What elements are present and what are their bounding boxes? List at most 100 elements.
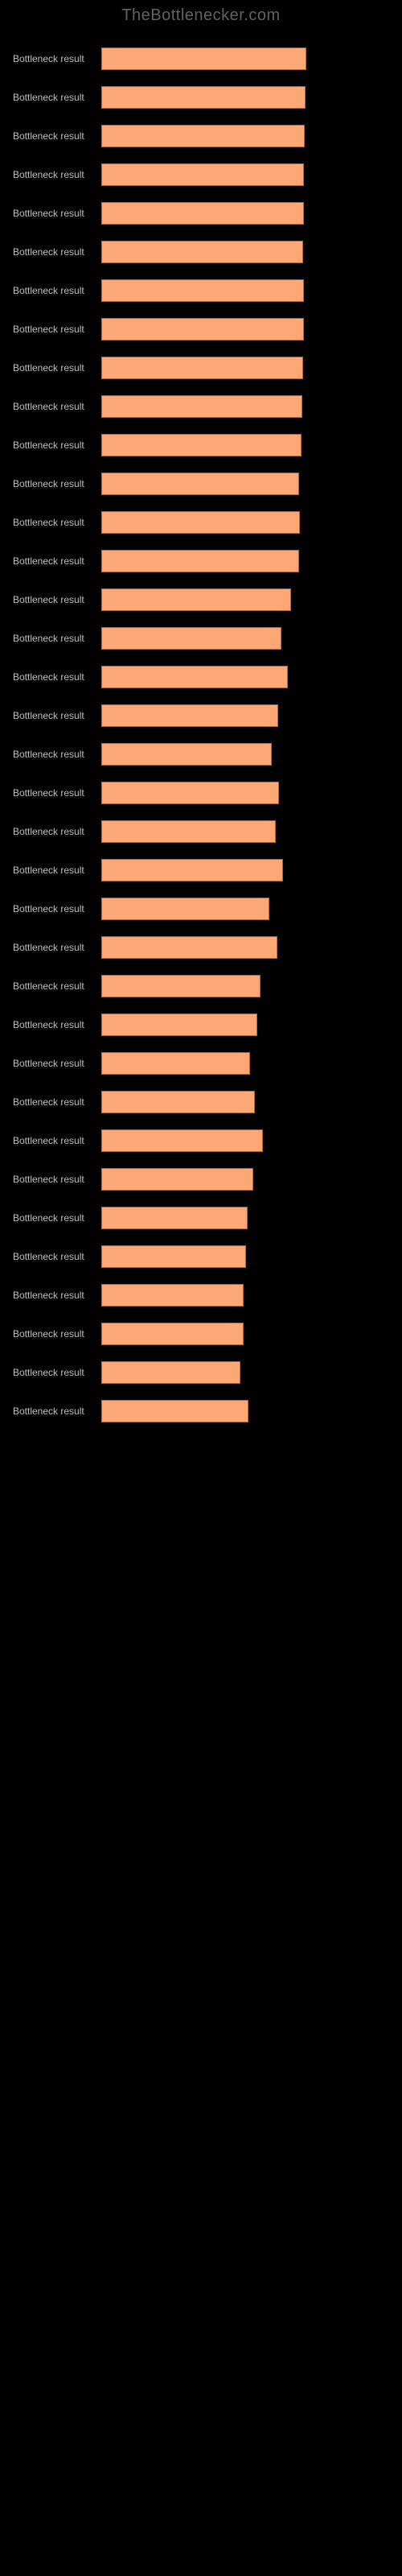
- bar-line: Bottleneck result50.3%: [0, 1245, 402, 1268]
- bar-line: Bottleneck result68.7%: [0, 473, 402, 495]
- chart-row: NVIDIA GeForce RTX 4090Bottleneck result…: [0, 35, 402, 70]
- row-item-label: AMD Radeon RX 7900 XTX: [0, 151, 402, 163]
- bar: [101, 1207, 248, 1229]
- bar-line: Bottleneck result 56.1%: [0, 1129, 402, 1152]
- bar-line: Bottleneck result49.5%: [0, 1323, 402, 1345]
- row-caption: Bottleneck result: [13, 903, 101, 914]
- row-caption: Bottleneck result: [13, 1135, 101, 1146]
- bar-line: Bottleneck result 58.5%: [0, 898, 402, 920]
- bar: [101, 86, 306, 109]
- row-caption: Bottleneck result: [13, 1019, 101, 1030]
- chart-row: NVIDIA GeForce RTX 2070 SUPERBottleneck …: [0, 1001, 402, 1036]
- row-caption: Bottleneck result: [13, 1212, 101, 1224]
- bar-line: Bottleneck result69.9%: [0, 395, 402, 418]
- bar-line: Bottleneck result65.9%: [0, 588, 402, 611]
- row-item-label: NVIDIA GeForce RTX 2070 SUPER: [0, 1001, 402, 1013]
- bar-track: 61.5%: [101, 704, 389, 727]
- row-item-label: NVIDIA GeForce RTX 2080 Ti: [0, 614, 402, 627]
- bar: [101, 1284, 244, 1307]
- bar-line: Bottleneck result61.7%: [0, 782, 402, 804]
- row-item-label: NVIDIA TITAN V: [0, 885, 402, 898]
- bar-track: 69%: [101, 511, 389, 534]
- row-caption: Bottleneck result: [13, 671, 101, 683]
- bar-track: 65.9%: [101, 588, 389, 611]
- bar-track: 70.3%: [101, 318, 389, 341]
- bar: [101, 550, 299, 572]
- row-item-label: NVIDIA GeForce RTX 3070 Ti: [0, 769, 402, 782]
- bar: [101, 1052, 250, 1075]
- row-item-label: AMD Radeon RX 6800: [0, 653, 402, 666]
- bar-line: Bottleneck result63.1%: [0, 859, 402, 881]
- bar-line: Bottleneck result49.5%: [0, 1284, 402, 1307]
- bar-line: Bottleneck result62.6%: [0, 627, 402, 650]
- bar-track: 70.4%: [101, 163, 389, 186]
- bar-track: 61.7%: [101, 782, 389, 804]
- bar-value: 69%: [305, 516, 327, 529]
- bar-line: Bottleneck result70.6%: [0, 125, 402, 147]
- row-item-label: NVIDIA RTX A6000: [0, 266, 402, 279]
- bar-line: Bottleneck result70%: [0, 241, 402, 263]
- bar-value: 71.1%: [311, 52, 343, 65]
- row-item-label: NVIDIA GeForce RTX 4080: [0, 112, 402, 125]
- row-item-label: AMD Radeon RX 6650 XT: [0, 1155, 402, 1168]
- bar-track: 51.2%: [101, 1400, 389, 1422]
- row-caption: Bottleneck result: [13, 53, 101, 64]
- row-caption: Bottleneck result: [13, 478, 101, 489]
- chart-row: NVIDIA GeForce RTX 2080Bottleneck result…: [0, 962, 402, 997]
- bar-value: 51.2%: [253, 1405, 285, 1418]
- bar-track: 59.1%: [101, 743, 389, 766]
- bar-track: 52.7%: [101, 1168, 389, 1191]
- bar-line: Bottleneck result68.6%: [0, 550, 402, 572]
- bar-line: Bottleneck result70.5%: [0, 202, 402, 225]
- bar-line: Bottleneck result55.2%: [0, 975, 402, 997]
- bar-value: 69.9%: [307, 400, 339, 413]
- bar-track: 60.5%: [101, 820, 389, 843]
- bar-value: 70.6%: [310, 130, 342, 142]
- bar-value: 58.5%: [274, 902, 306, 915]
- bar-track: 70.5%: [101, 202, 389, 225]
- row-item-label: NVIDIA GeForce RTX 3070: [0, 691, 402, 704]
- row-item-label: AMD Radeon RX 6600 XT: [0, 1271, 402, 1284]
- bar: [101, 241, 303, 263]
- bar-line: Bottleneck result 53.4%: [0, 1091, 402, 1113]
- bar-value: 52.7%: [258, 1173, 290, 1186]
- bar-value: 61.1%: [282, 941, 314, 954]
- row-caption: Bottleneck result: [13, 1096, 101, 1108]
- chart-row: AMD Radeon RX 6600 XTBottleneck result49…: [0, 1271, 402, 1307]
- bar-value: 53.4%: [260, 1096, 292, 1108]
- bar-track: 50.9%: [101, 1207, 389, 1229]
- bar: [101, 704, 278, 727]
- bar: [101, 782, 279, 804]
- bar-track: 53.4%: [101, 1091, 389, 1113]
- bar-value: 64.9%: [293, 671, 325, 683]
- row-caption: Bottleneck result: [13, 285, 101, 296]
- chart-row: NVIDIA GeForce RTX 3090Bottleneck result…: [0, 460, 402, 495]
- row-item-label: NVIDIA TITAN RTX: [0, 730, 402, 743]
- bar-line: Bottleneck result70.9%: [0, 86, 402, 109]
- chart-row: NVIDIA RTX A6000Bottleneck result70.3%: [0, 266, 402, 302]
- bar: [101, 318, 304, 341]
- row-caption: Bottleneck result: [13, 787, 101, 799]
- chart-row: NVIDIA GeForce RTX 3060Bottleneck result…: [0, 1387, 402, 1422]
- bar-value: 70.5%: [309, 207, 341, 220]
- chart-row: NVIDIA GeForce RTX 3070Bottleneck result…: [0, 691, 402, 727]
- bar: [101, 47, 306, 70]
- bar-value: 56.1%: [268, 1134, 300, 1147]
- bar-value: 54.1%: [262, 1018, 294, 1031]
- chart-row: AMD Radeon RX 6650 XTBottleneck result52…: [0, 1155, 402, 1191]
- row-item-label: NVIDIA GeForce RTX 4070 Ti SUPER: [0, 228, 402, 241]
- bar: [101, 279, 304, 302]
- bar-value: 68.6%: [304, 555, 336, 568]
- bar: [101, 1323, 244, 1345]
- row-item-label: NVIDIA GeForce RTX 2060 SUPER: [0, 1310, 402, 1323]
- chart-row: AMD Radeon RX 6700 XTBottleneck result61…: [0, 923, 402, 959]
- bar-value: 50.3%: [251, 1250, 283, 1263]
- bar-line: Bottleneck result 54.1%: [0, 1013, 402, 1036]
- row-item-label: NVIDIA GeForce RTX 3080 Ti: [0, 498, 402, 511]
- bar-value: 49.5%: [248, 1327, 281, 1340]
- bar-line: Bottleneck result 64.9%: [0, 666, 402, 688]
- row-caption: Bottleneck result: [13, 1367, 101, 1378]
- row-caption: Bottleneck result: [13, 1406, 101, 1417]
- row-item-label: NVIDIA GeForce RTX 3090 Ti: [0, 382, 402, 395]
- bar-line: Bottleneck result61.5%: [0, 704, 402, 727]
